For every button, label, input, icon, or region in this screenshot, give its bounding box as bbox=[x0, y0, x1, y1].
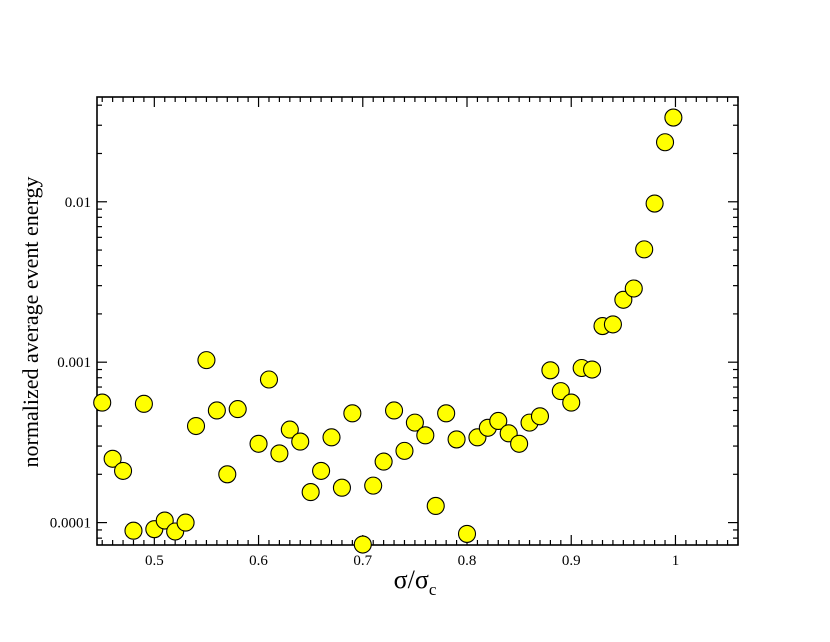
x-axis-ticks: 0.5 0.6 0.7 0.8 0.9 1 bbox=[101, 97, 739, 569]
data-point bbox=[405, 413, 424, 432]
data-point bbox=[664, 108, 683, 127]
plot-frame bbox=[96, 96, 739, 546]
data-point bbox=[364, 476, 383, 495]
data-point bbox=[291, 432, 310, 451]
data-point bbox=[562, 393, 581, 412]
data-point bbox=[457, 524, 477, 543]
data-point bbox=[603, 315, 622, 334]
data-point bbox=[103, 449, 122, 468]
data-point bbox=[312, 461, 331, 480]
data-point bbox=[249, 434, 268, 453]
data-points bbox=[93, 108, 683, 554]
y-axis-label: normalized average event energy bbox=[18, 177, 43, 468]
x-tick-label: 1 bbox=[672, 553, 680, 569]
data-point bbox=[384, 401, 404, 420]
data-point bbox=[510, 434, 529, 453]
data-point bbox=[228, 400, 247, 419]
data-point bbox=[124, 521, 143, 540]
data-point bbox=[93, 393, 112, 412]
x-tick-label: 0.9 bbox=[562, 553, 581, 569]
data-point bbox=[635, 240, 654, 259]
data-point bbox=[426, 496, 445, 515]
data-point bbox=[332, 478, 351, 497]
x-axis-label-main: σ/σ bbox=[394, 565, 429, 594]
y-tick-label: 0.0001 bbox=[50, 516, 91, 532]
data-point bbox=[114, 461, 133, 480]
data-point bbox=[530, 407, 550, 426]
data-point bbox=[395, 441, 414, 460]
y-tick-label: 0.01 bbox=[65, 195, 91, 211]
y-tick-label: 0.001 bbox=[57, 355, 91, 371]
x-tick-label: 0.8 bbox=[458, 553, 477, 569]
data-point bbox=[155, 511, 174, 530]
data-point bbox=[259, 370, 279, 389]
data-point bbox=[301, 483, 320, 502]
data-point bbox=[655, 133, 675, 152]
data-point bbox=[614, 290, 633, 309]
data-point bbox=[416, 426, 435, 445]
data-point bbox=[218, 465, 237, 484]
x-tick-label: 0.5 bbox=[145, 553, 164, 569]
data-point bbox=[270, 444, 289, 463]
data-point bbox=[176, 513, 195, 532]
data-point bbox=[437, 404, 456, 423]
x-axis-label: σ/σc bbox=[394, 565, 437, 599]
data-point bbox=[489, 411, 508, 431]
data-point bbox=[322, 428, 341, 447]
x-tick-label: 0.6 bbox=[249, 553, 268, 569]
plot-border bbox=[96, 96, 739, 546]
x-tick-label: 0.7 bbox=[353, 553, 372, 569]
data-point bbox=[186, 416, 206, 436]
y-axis-ticks: 0.0001 0.001 0.01 bbox=[50, 104, 738, 539]
data-point bbox=[583, 360, 602, 379]
data-point bbox=[624, 279, 643, 298]
data-point bbox=[280, 420, 299, 439]
data-point bbox=[207, 401, 226, 420]
data-point bbox=[447, 430, 466, 449]
data-point bbox=[374, 452, 393, 471]
data-point bbox=[343, 404, 362, 423]
data-point bbox=[353, 535, 372, 554]
data-point bbox=[541, 361, 560, 380]
data-point bbox=[134, 394, 153, 413]
x-axis-label-subscript: c bbox=[429, 580, 437, 599]
data-point bbox=[645, 194, 664, 213]
data-point bbox=[197, 351, 216, 370]
data-point bbox=[551, 382, 570, 401]
